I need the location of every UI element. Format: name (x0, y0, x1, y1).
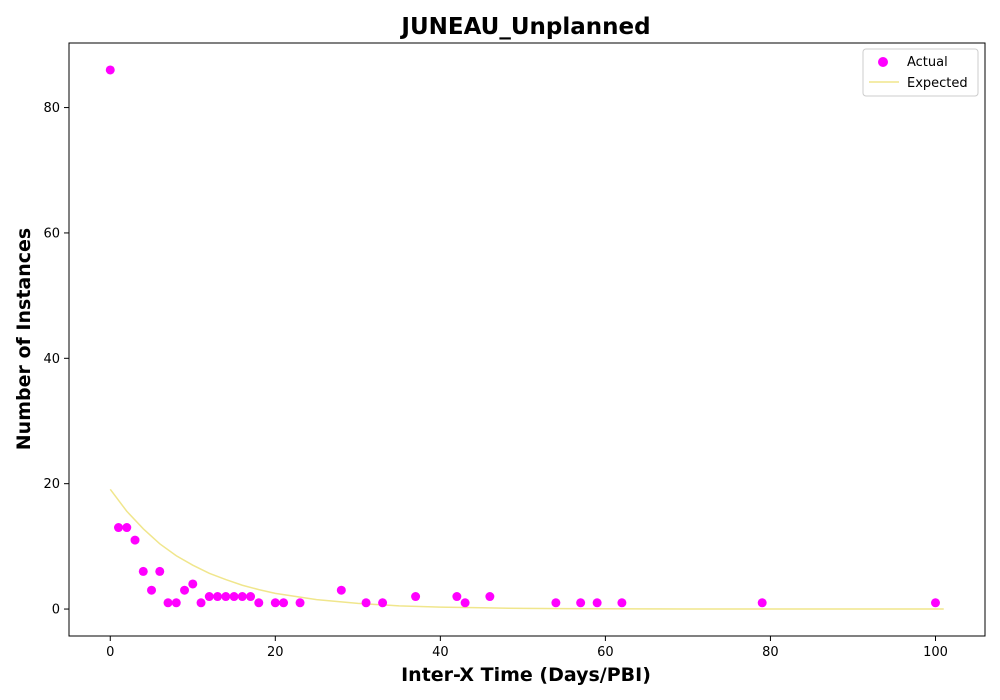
x-axis-label: Inter-X Time (Days/PBI) (401, 664, 651, 686)
actual-point (460, 598, 470, 608)
actual-point (279, 598, 289, 608)
actual-point (221, 592, 231, 602)
actual-point (105, 65, 115, 75)
y-tick-label: 20 (43, 477, 60, 492)
x-tick-label: 60 (597, 645, 614, 660)
x-tick-label: 80 (762, 645, 779, 660)
actual-point (122, 523, 132, 533)
y-tick-label: 60 (43, 226, 60, 241)
actual-point (196, 598, 206, 608)
y-axis-ticks: 0 20 40 60 80 (43, 101, 69, 618)
actual-point (254, 598, 264, 608)
actual-point (204, 592, 214, 602)
actual-point (180, 585, 190, 595)
actual-point (163, 598, 173, 608)
legend-expected-label: Expected (907, 76, 968, 91)
legend: Actual Expected (862, 48, 979, 97)
legend-actual-marker (878, 57, 888, 67)
actual-point (452, 592, 462, 602)
actual-point (270, 598, 280, 608)
y-tick-label: 0 (52, 603, 60, 618)
actual-point (155, 566, 165, 576)
plot-frame (68, 42, 986, 637)
x-tick-label: 0 (106, 645, 114, 660)
actual-point (411, 592, 421, 602)
actual-point (237, 592, 247, 602)
actual-point (246, 592, 256, 602)
actual-point (213, 592, 223, 602)
plot-area (69, 43, 985, 636)
actual-point (229, 592, 239, 602)
actual-point (930, 598, 940, 608)
actual-point (757, 598, 767, 608)
actual-point (617, 598, 627, 608)
chart-title: JUNEAU_Unplanned (399, 14, 650, 40)
expected-curve-layer (109, 488, 944, 610)
actual-point (295, 598, 305, 608)
x-tick-label: 100 (923, 645, 948, 660)
x-axis-ticks: 0 20 40 60 80 100 (106, 636, 948, 660)
actual-point (378, 598, 388, 608)
x-tick-label: 40 (432, 645, 449, 660)
x-tick-label: 20 (267, 645, 284, 660)
expected-curve (109, 488, 944, 610)
actual-point (336, 585, 346, 595)
actual-point (576, 598, 586, 608)
actual-points-layer (105, 65, 940, 608)
legend-box (862, 48, 979, 97)
actual-point (485, 592, 495, 602)
actual-point (147, 585, 157, 595)
actual-point (188, 579, 198, 589)
actual-point (171, 598, 181, 608)
y-axis-label: Number of Instances (13, 228, 35, 450)
legend-actual-label: Actual (907, 55, 948, 70)
actual-point (361, 598, 371, 608)
y-tick-label: 40 (43, 352, 60, 367)
actual-point (551, 598, 561, 608)
actual-point (130, 535, 140, 545)
y-tick-label: 80 (43, 101, 60, 116)
actual-point (138, 566, 148, 576)
actual-point (114, 523, 124, 533)
actual-point (592, 598, 602, 608)
